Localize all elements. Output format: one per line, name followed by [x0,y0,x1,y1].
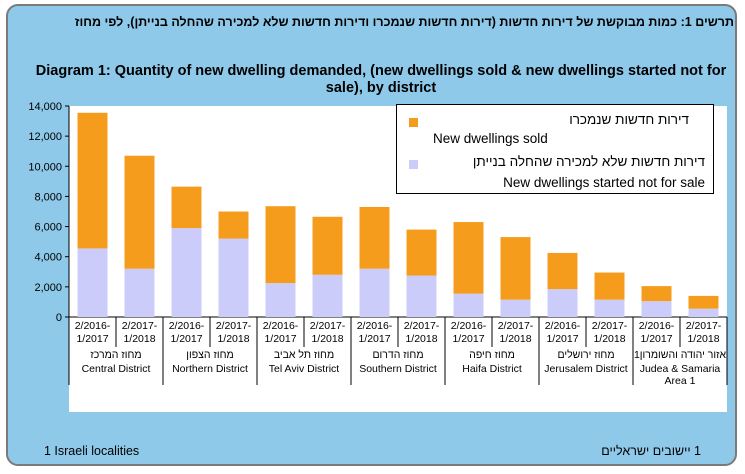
bar-sold [594,272,625,300]
period-label-end: 1/2018 [217,333,249,345]
period-label-end: 1/2017 [264,333,296,345]
bar-sold [171,186,202,229]
period-label-start: 2/2017- [404,320,440,332]
y-tick-label: 4,000 [34,252,62,264]
period-label-start: 2/2017- [122,320,158,332]
bar-sold [218,211,249,239]
period-label-start: 2/2016- [451,320,487,332]
district-label-english: Tel Aviv District [269,363,339,375]
district-label-english: Northern District [172,363,248,375]
bar-sold [359,206,390,269]
y-tick-label: 6,000 [34,222,62,234]
legend-label-not-for-sale-he: דירות חדשות שלא למכירה שהחלה בנייתן [472,154,705,169]
bar-sold [641,286,672,302]
district-label-hebrew: מחוז הדרום [372,349,423,361]
period-label-end: 1/2018 [687,333,719,345]
district-label-hebrew: מחוז הצפון [186,349,233,361]
district-label-english-line2: Area 1 [665,375,696,387]
bar-not-for-sale [124,268,155,317]
period-label-start: 2/2017- [216,320,252,332]
bar-not-for-sale [77,248,108,317]
district-label-english: Jerusalem District [544,363,628,375]
period-label-end: 1/2018 [499,333,531,345]
period-label-end: 1/2017 [170,333,202,345]
bar-sold [453,222,484,294]
legend-label-sold-en: New dwellings sold [433,131,548,146]
bar-not-for-sale [406,275,437,317]
period-label-start: 2/2016- [639,320,675,332]
period-label-start: 2/2017- [592,320,628,332]
bar-sold [265,206,296,284]
legend-swatch-sold [409,118,418,127]
y-tick-label: 0 [56,312,62,324]
district-label-hebrew: מחוז ירושלים [557,349,614,361]
chart-title-hebrew: תרשים 1: כמות מבוקשת של דירות חדשות (דיר… [74,15,734,29]
period-label-end: 1/2017 [640,333,672,345]
period-label-end: 1/2017 [452,333,484,345]
bar-sold [124,155,155,269]
bar-not-for-sale [688,308,719,317]
district-label-hebrew: מחוז חיפה [469,349,515,361]
legend-label-sold-he: דירות חדשות שנמכרו [569,112,689,127]
period-label-end: 1/2017 [76,333,108,345]
district-label-english: Judea & Samaria [640,363,721,375]
period-label-start: 2/2016- [357,320,393,332]
period-label-start: 2/2016- [263,320,299,332]
legend-label-not-for-sale-en: New dwellings started not for sale [503,175,705,190]
chart-title-english: Diagram 1: Quantity of new dwelling dema… [35,63,727,96]
bar-sold [406,229,437,276]
legend-swatch-not-for-sale [409,160,418,169]
y-tick-label: 8,000 [34,191,62,203]
period-label-end: 1/2017 [546,333,578,345]
period-label-start: 2/2016- [545,320,581,332]
bar-not-for-sale [594,299,625,317]
district-label-english: Southern District [359,363,437,375]
y-tick-label: 14,000 [28,101,62,113]
y-tick-label: 12,000 [28,131,62,143]
bar-sold [312,216,343,275]
footnote-hebrew: 1 יישובים ישראליים [601,444,701,458]
period-label-end: 1/2018 [405,333,437,345]
period-label-end: 1/2017 [358,333,390,345]
bar-not-for-sale [500,299,531,317]
period-label-end: 1/2018 [593,333,625,345]
bar-not-for-sale [218,238,249,317]
period-label-start: 2/2016- [75,320,111,332]
district-label-english: Central District [82,363,151,375]
bar-not-for-sale [641,301,672,317]
bar-sold [547,252,578,290]
district-label-hebrew: מחוז תל אביב [274,349,334,361]
bar-not-for-sale [312,274,343,317]
bar-sold [688,295,719,309]
period-label-start: 2/2017- [686,320,722,332]
period-label-start: 2/2016- [169,320,205,332]
y-tick-label: 10,000 [28,161,62,173]
y-tick-label: 2,000 [34,282,62,294]
bar-not-for-sale [359,268,390,317]
district-label-hebrew: אזור יהודה והשומרון1 [634,349,727,361]
period-label-start: 2/2017- [310,320,346,332]
bar-sold [500,237,531,300]
bar-not-for-sale [171,228,202,317]
chart-legend: דירות חדשות שנמכרו New dwellings sold די… [396,104,714,194]
bar-not-for-sale [265,283,296,317]
bar-not-for-sale [453,293,484,317]
district-label-english: Haifa District [462,363,522,375]
period-label-end: 1/2018 [123,333,155,345]
bar-sold [77,112,108,249]
district-label-hebrew: מחוז המרכז [90,349,141,361]
bar-not-for-sale [547,289,578,317]
period-label-end: 1/2018 [311,333,343,345]
footnote-english: 1 Israeli localities [44,444,140,458]
period-label-start: 2/2017- [498,320,534,332]
